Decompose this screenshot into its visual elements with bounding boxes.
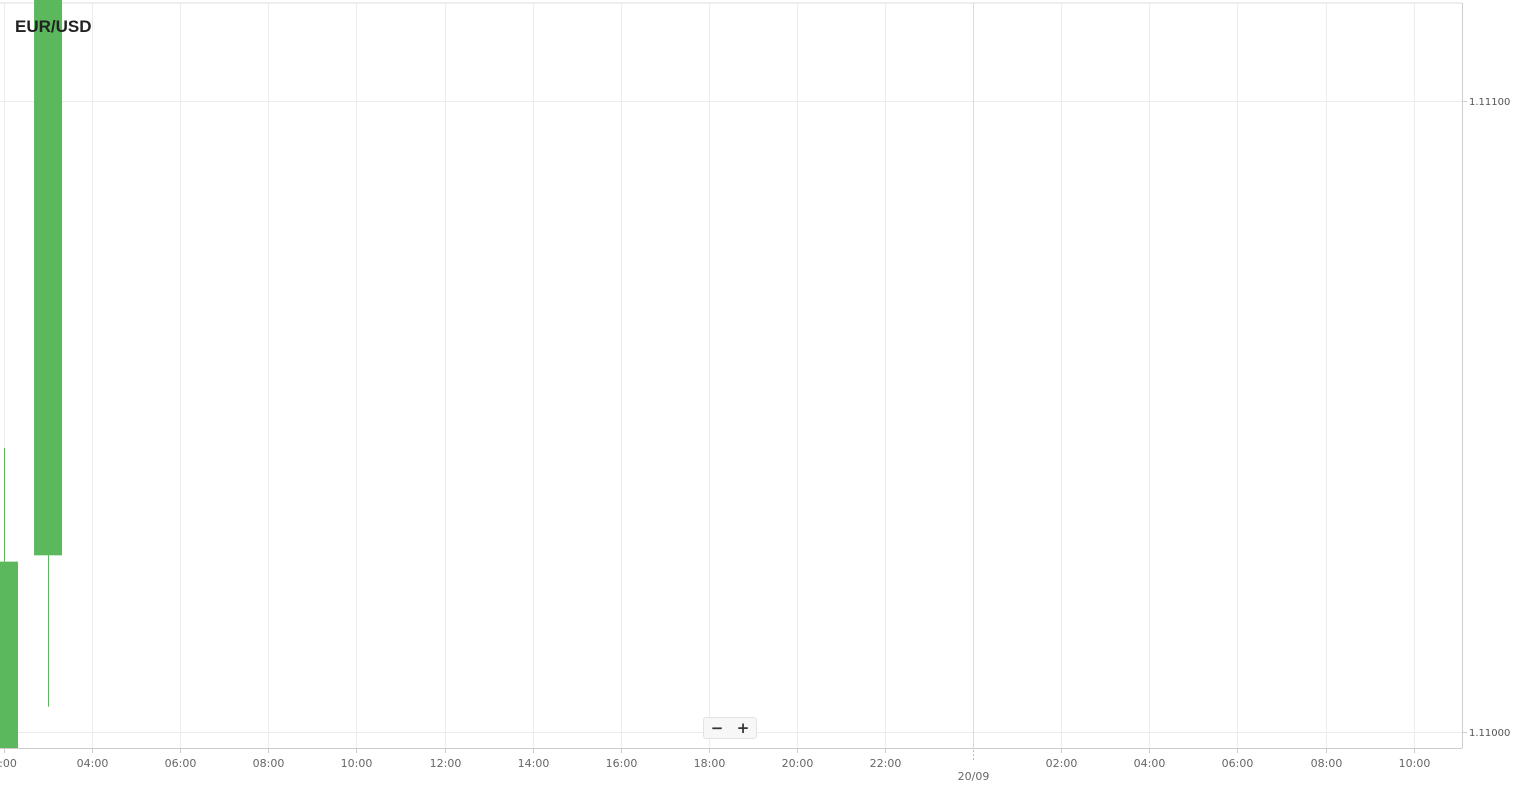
chart-title: EUR/USD	[15, 17, 92, 36]
x-tick-label: 22:00	[870, 757, 902, 770]
x-tick-label: 10:00	[341, 757, 373, 770]
candle-body	[0, 561, 18, 748]
day-separator-label: 20/09	[958, 770, 990, 783]
x-tick-label: 04:00	[1134, 757, 1166, 770]
y-tick-label: 1.11100	[1469, 97, 1510, 108]
grid	[0, 2, 1462, 748]
zoom-controls: − +	[703, 717, 757, 739]
x-tick-label: 06:00	[1222, 757, 1254, 770]
candle-bullish	[0, 448, 18, 748]
x-tick-label: 18:00	[694, 757, 726, 770]
x-tick-label: 14:00	[518, 757, 550, 770]
candle-bullish	[34, 0, 63, 707]
x-tick-label: 08:00	[1311, 757, 1343, 770]
x-tick-label: 2:00	[0, 757, 17, 770]
candle-body	[34, 0, 63, 556]
y-tick-label: 1.11000	[1469, 728, 1510, 739]
x-tick-label: 12:00	[430, 757, 462, 770]
x-tick-label: 16:00	[606, 757, 638, 770]
x-tick-label: 06:00	[165, 757, 197, 770]
candles	[0, 0, 63, 748]
x-tick-label: 02:00	[1046, 757, 1078, 770]
x-tick-label: 08:00	[253, 757, 285, 770]
x-tick-label: 10:00	[1399, 757, 1431, 770]
zoom-out-button[interactable]: −	[710, 719, 724, 737]
x-tick-label: 20:00	[782, 757, 814, 770]
x-tick-label: 04:00	[77, 757, 109, 770]
zoom-in-button[interactable]: +	[736, 719, 750, 737]
